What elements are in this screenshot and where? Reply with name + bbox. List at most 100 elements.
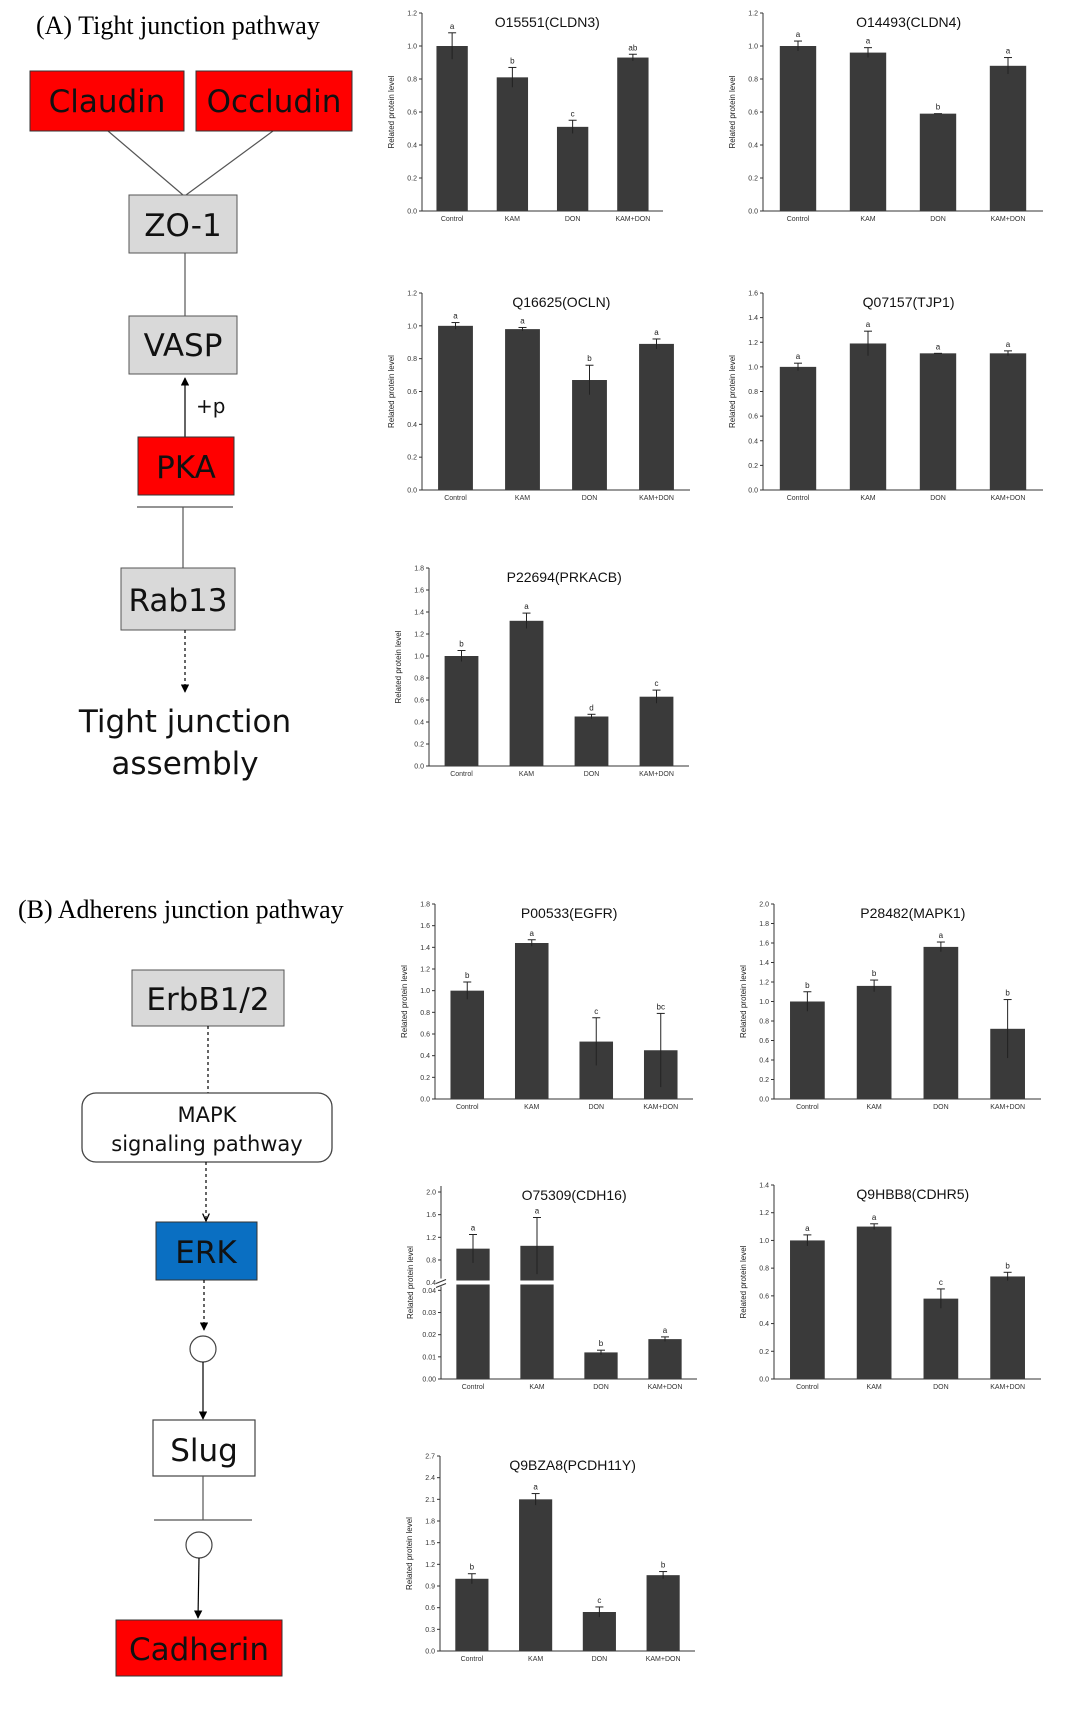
y-tick-label: 1.8	[425, 1519, 435, 1526]
significance-letter: b	[661, 1561, 666, 1570]
bar-don	[923, 1298, 959, 1379]
y-tick-label: 1.6	[426, 1212, 436, 1219]
y-tick-label: 0.2	[420, 1075, 430, 1082]
x-tick-label: KAM+DON	[643, 1104, 678, 1111]
bar-kam-don	[989, 65, 1027, 211]
y-tick-label: 1.0	[420, 988, 430, 995]
x-tick-label: DON	[588, 1104, 604, 1111]
erk-node	[155, 1221, 258, 1281]
y-tick-label: 0.6	[414, 698, 424, 705]
significance-letter: c	[597, 1596, 601, 1605]
significance-letter: a	[939, 931, 944, 940]
y-tick-label: 0.0	[407, 209, 417, 216]
y-tick-label: 0.3	[425, 1627, 435, 1634]
rab13-node	[120, 567, 236, 631]
outcome-line1: Tight junction	[78, 704, 291, 740]
y-tick-label: 0.8	[748, 77, 758, 84]
occludin-label: Occludin	[207, 84, 342, 120]
y-tick-label: 0.02	[422, 1332, 436, 1339]
significance-letter: a	[1006, 340, 1011, 349]
significance-letter: c	[594, 1007, 598, 1016]
bar-control	[790, 1001, 825, 1099]
x-tick-label: DON	[582, 495, 598, 502]
y-axis-label: Related protein level	[739, 965, 748, 1038]
cadherin-label: Cadherin	[129, 1632, 269, 1668]
y-tick-label: 0.2	[759, 1349, 769, 1356]
y-tick-label: 0.8	[426, 1257, 436, 1264]
bar-don	[556, 126, 589, 211]
y-tick-label: 0.2	[414, 742, 424, 749]
y-tick-label: 1.2	[407, 291, 417, 298]
bar-don	[572, 380, 607, 490]
significance-letter: ab	[628, 43, 637, 52]
bar-control	[779, 46, 817, 211]
rab13-label: Rab13	[129, 583, 228, 619]
y-tick-label: 0.2	[407, 176, 417, 183]
chart-5: P00533(EGFR) Related protein level 0.0 0.2 0…	[400, 902, 693, 1111]
y-tick-label: 1.2	[426, 1235, 436, 1242]
claudin-node	[29, 70, 185, 132]
y-tick-label: 1.8	[759, 921, 769, 928]
x-tick-label: DON	[930, 495, 946, 502]
y-tick-label: 0.0	[748, 209, 758, 216]
panel-a-title: (A) Tight junction pathway	[36, 11, 320, 40]
significance-letter: c	[571, 109, 575, 118]
y-tick-label: 0.8	[420, 1010, 430, 1017]
chart-title: Q9HBB8(CDHR5)	[856, 1186, 969, 1202]
y-tick-label: 1.4	[414, 610, 424, 617]
bar-control	[438, 325, 473, 490]
mapk-pathway-node	[81, 1092, 333, 1163]
vasp-label: VASP	[144, 328, 223, 364]
x-tick-label: Control	[444, 495, 467, 502]
chart-title: P28482(MAPK1)	[860, 905, 965, 921]
significance-letter: a	[535, 1206, 540, 1215]
y-tick-label: 0.8	[759, 1266, 769, 1273]
bar-kam-don	[989, 353, 1027, 490]
y-tick-label: 2.7	[425, 1454, 435, 1461]
y-tick-label: 0.6	[420, 1032, 430, 1039]
y-tick-label: 1.2	[414, 632, 424, 639]
y-tick-label: 2.1	[425, 1497, 435, 1504]
chart-title: P22694(PRKACB)	[507, 569, 622, 585]
y-tick-label: 1.6	[414, 588, 424, 595]
y-axis-label: Related protein level	[728, 75, 737, 148]
y-tick-label: 1.0	[748, 44, 758, 51]
erk-label: ERK	[175, 1235, 237, 1271]
significance-letter: b	[1005, 1261, 1010, 1270]
significance-letter: c	[939, 1278, 943, 1287]
x-tick-label: Control	[787, 495, 810, 502]
y-tick-label: 1.2	[748, 340, 758, 347]
x-tick-label: KAM	[860, 216, 875, 223]
chart-4: P22694(PRKACB) Related protein level 0.0 0.…	[394, 566, 689, 778]
bar-kam-don	[990, 1276, 1025, 1379]
y-tick-label: 1.4	[759, 960, 769, 967]
y-tick-label: 0.6	[748, 414, 758, 421]
x-tick-label: Control	[796, 1384, 819, 1391]
bar-kam	[505, 329, 540, 490]
y-tick-label: 0.2	[748, 463, 758, 470]
y-tick-label: 1.8	[420, 902, 430, 909]
significance-letter: a	[530, 929, 535, 938]
y-tick-label: 1.0	[759, 999, 769, 1006]
x-tick-label: KAM+DON	[639, 495, 674, 502]
bar-kam-don	[648, 1339, 682, 1379]
y-tick-label: 0.8	[407, 356, 417, 363]
chart-title: O75309(CDH16)	[522, 1187, 627, 1203]
y-tick-label: 1.2	[407, 11, 417, 18]
y-tick-label: 1.4	[420, 945, 430, 952]
panel-a-diagram: (A) Tight junction pathway Claudin Occlu…	[29, 11, 353, 782]
significance-letter: a	[866, 37, 871, 46]
x-tick-label: KAM	[529, 1384, 544, 1391]
y-tick-label: 1.5	[425, 1540, 435, 1547]
y-tick-label: 0.4	[426, 1280, 436, 1287]
x-tick-label: DON	[593, 1384, 609, 1391]
chart-title: O14493(CLDN4)	[856, 14, 961, 30]
slug-node	[152, 1419, 256, 1477]
significance-letter: a	[796, 30, 801, 39]
y-tick-label: 1.2	[425, 1562, 435, 1569]
y-tick-label: 2.0	[426, 1190, 436, 1197]
y-tick-label: 1.0	[414, 654, 424, 661]
bar-kam	[856, 1226, 892, 1379]
y-tick-label: 0.4	[759, 1321, 769, 1328]
y-tick-label: 1.2	[748, 11, 758, 18]
